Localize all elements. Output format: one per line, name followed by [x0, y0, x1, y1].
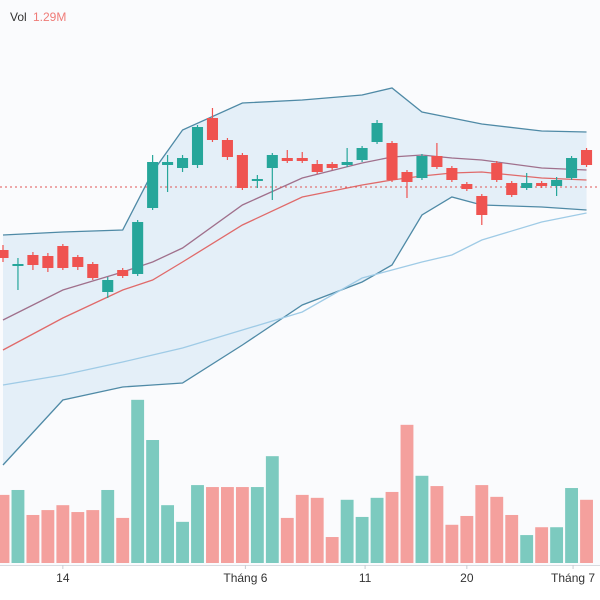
candle-body [281, 158, 293, 161]
candle-body [416, 156, 428, 178]
volume-bar [370, 497, 384, 563]
candle-body [296, 158, 308, 161]
candle-body [12, 264, 24, 266]
candle-body [132, 222, 144, 274]
x-tick-label: Tháng 6 [223, 571, 267, 585]
volume-bar [535, 527, 549, 563]
volume-bar [460, 515, 474, 563]
volume-bar [415, 475, 429, 563]
volume-label: Vol [10, 10, 27, 24]
candle-body [461, 184, 473, 189]
candle-body [87, 264, 99, 278]
volume-bar [161, 505, 175, 563]
volume-bar [310, 497, 324, 563]
candle-body [356, 148, 368, 160]
volume-bar [146, 440, 160, 563]
candle-body [191, 127, 204, 165]
volume-bar [11, 489, 25, 563]
volume-bar [250, 487, 264, 563]
volume-bar [490, 496, 504, 563]
volume-bar [580, 499, 593, 563]
candle-body [386, 143, 398, 180]
candle-body [206, 118, 219, 140]
volume-bar [280, 517, 294, 563]
volume-bar [265, 456, 279, 563]
volume-bar [131, 399, 145, 563]
volume-bar [41, 510, 55, 563]
volume-bar [565, 488, 579, 563]
candle-body [266, 155, 278, 168]
candle-body [236, 155, 248, 188]
volume-bar [550, 527, 564, 563]
indicator-line [2, 87, 587, 236]
volume-bar [0, 494, 10, 563]
volume-bar [340, 499, 354, 563]
candle-body [491, 163, 503, 180]
volume-bar [176, 521, 189, 563]
volume-value: 1.29M [33, 10, 66, 24]
volume-bar [220, 487, 234, 563]
volume-bar [400, 424, 414, 563]
candle-body [476, 196, 488, 215]
indicator-line [2, 171, 587, 351]
candle-body [536, 183, 548, 186]
candle-body [401, 172, 413, 182]
candle-body [251, 179, 263, 181]
x-tick-label: 14 [56, 571, 70, 585]
candle-body [72, 257, 84, 267]
candle-body [580, 150, 593, 165]
volume-bar [385, 491, 399, 563]
candle-body [117, 270, 129, 276]
candle-body [431, 156, 443, 167]
candle-body [371, 123, 383, 142]
indicator-line [2, 212, 587, 386]
candle-body [42, 256, 54, 268]
x-tick-label: Tháng 7 [551, 571, 595, 585]
volume-bar [505, 514, 519, 563]
volume-bar [475, 485, 489, 563]
candle-body [177, 158, 189, 168]
volume-bar [325, 537, 339, 563]
volume-bar [116, 517, 130, 563]
candle-body [57, 246, 69, 268]
volume-bar [430, 486, 444, 563]
volume-bar [520, 535, 534, 563]
volume-bar [295, 494, 309, 563]
volume-bar [86, 510, 100, 563]
candle-body [326, 164, 338, 168]
candle-body [566, 158, 578, 178]
candle-body [551, 180, 563, 186]
volume-bar [355, 516, 369, 563]
candle-body [311, 164, 323, 172]
candle-body [27, 255, 39, 265]
volume-bar [71, 512, 85, 563]
candle-body [341, 162, 353, 165]
candle-body [162, 162, 174, 165]
volume-bar [101, 489, 115, 563]
candle-body [506, 183, 518, 195]
volume-bar [191, 485, 204, 563]
volume-bar [206, 487, 219, 563]
volume-bar [235, 487, 249, 563]
candle-body [221, 140, 233, 157]
volume-bar [445, 524, 459, 563]
candle-body [446, 168, 458, 180]
volume-bar [56, 505, 70, 563]
candle-body [521, 183, 533, 188]
candle-body [102, 280, 114, 292]
volume-bar [26, 514, 40, 563]
candle-body [147, 162, 159, 208]
x-tick-label: 20 [460, 571, 474, 585]
candle-body [0, 250, 9, 258]
x-tick-label: 11 [359, 571, 372, 585]
